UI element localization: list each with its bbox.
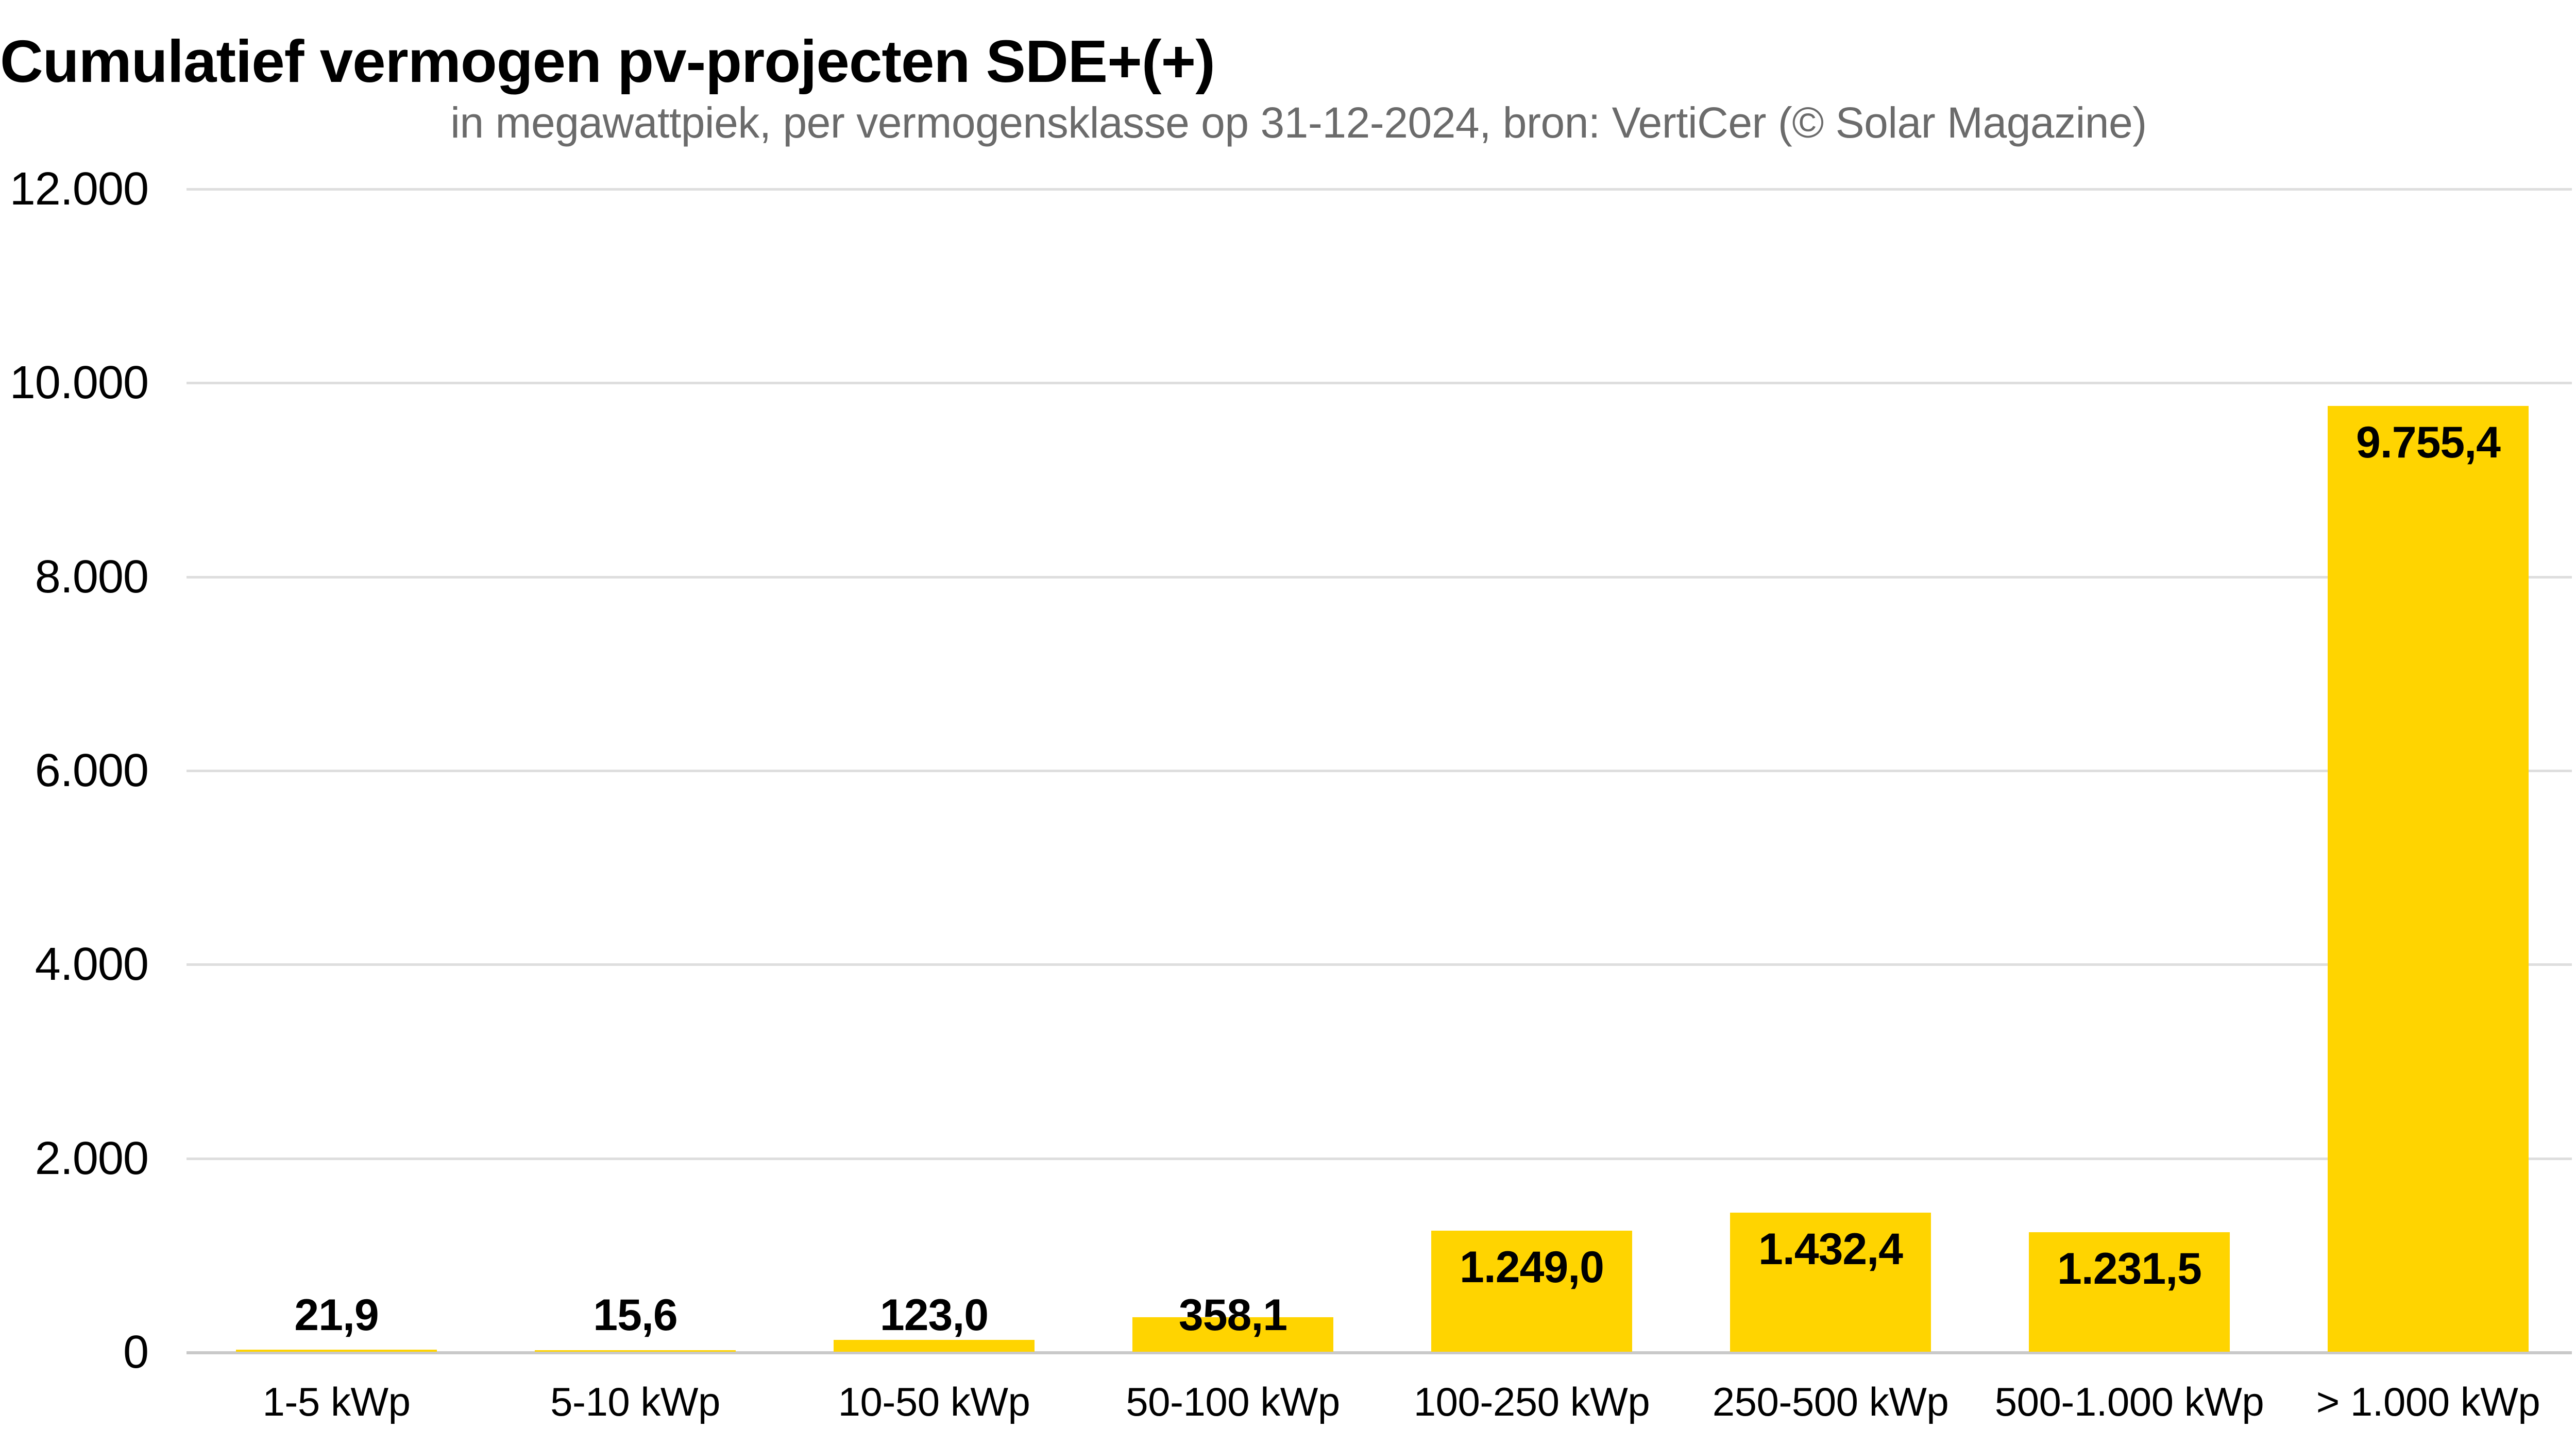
y-tick-label: 2.000	[35, 1132, 149, 1184]
y-tick-label: 10.000	[9, 357, 149, 409]
bar-value-label: 1.432,4	[1758, 1224, 1903, 1274]
x-tick-label: 50-100 kWp	[1126, 1379, 1340, 1424]
x-tick-label: 100-250 kWp	[1413, 1379, 1650, 1424]
bar	[1730, 1213, 1931, 1352]
x-tick-label: 1-5 kWp	[262, 1379, 411, 1424]
bar	[535, 1350, 736, 1352]
y-tick-label: 12.000	[9, 163, 149, 215]
bar-value-label: 358,1	[1178, 1290, 1287, 1340]
bar	[2029, 1232, 2230, 1352]
y-gridline	[187, 963, 2572, 966]
x-tick-label: > 1.000 kWp	[2316, 1379, 2540, 1424]
x-tick-label: 250-500 kWp	[1712, 1379, 1949, 1424]
bar	[2328, 406, 2529, 1352]
bar-value-label: 15,6	[593, 1290, 677, 1340]
bar	[834, 1339, 1035, 1352]
bar-value-label: 1.231,5	[2057, 1244, 2202, 1294]
x-tick-label: 5-10 kWp	[550, 1379, 720, 1424]
y-tick-label: 8.000	[35, 551, 149, 603]
bar-value-label: 123,0	[879, 1290, 989, 1340]
y-gridline	[187, 188, 2572, 191]
bar-value-label: 21,9	[294, 1290, 379, 1340]
x-axis-line	[187, 1351, 2572, 1354]
bar-value-label: 1.249,0	[1460, 1242, 1604, 1292]
y-gridline	[187, 382, 2572, 385]
bar	[236, 1349, 437, 1352]
y-gridline	[187, 575, 2572, 579]
x-tick-label: 10-50 kWp	[838, 1379, 1030, 1424]
x-tick-label: 500-1.000 kWp	[1994, 1379, 2264, 1424]
bar	[1431, 1230, 1632, 1352]
y-gridline	[187, 1157, 2572, 1160]
y-tick-label: 6.000	[35, 745, 149, 796]
bar	[1132, 1317, 1333, 1352]
bar-value-label: 9.755,4	[2356, 418, 2501, 468]
chart-subtitle: in megawattpiek, per vermogensklasse op …	[450, 98, 2147, 147]
y-tick-label: 0	[123, 1326, 149, 1378]
chart-title: Cumulatief vermogen pv-projecten SDE+(+)	[0, 28, 1215, 95]
y-tick-label: 4.000	[35, 939, 149, 991]
y-gridline	[187, 770, 2572, 772]
